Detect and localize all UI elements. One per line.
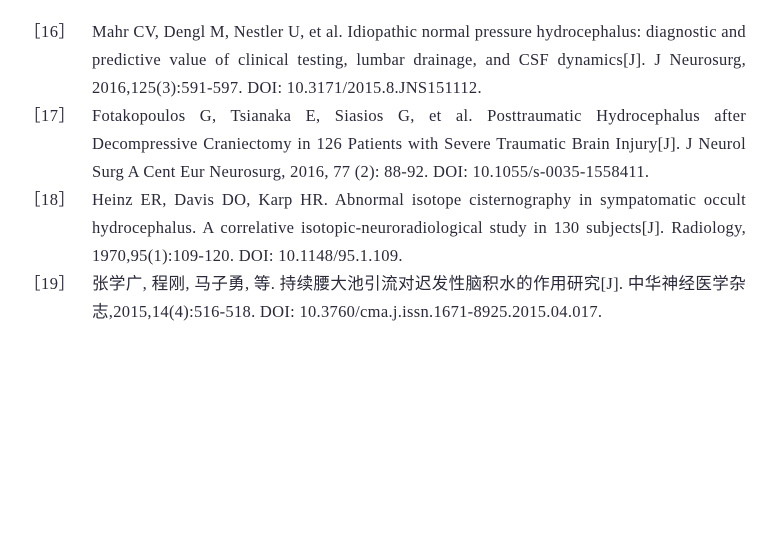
reference-item: ［18］ Heinz ER, Davis DO, Karp HR. Abnorm… [24, 186, 746, 270]
reference-number: ［16］ [24, 18, 92, 102]
reference-number: ［17］ [24, 102, 92, 186]
reference-list: ［16］ Mahr CV, Dengl M, Nestler U, et al.… [24, 18, 746, 327]
reference-item: ［16］ Mahr CV, Dengl M, Nestler U, et al.… [24, 18, 746, 102]
reference-item: ［19］ 张学广, 程刚, 马子勇, 等. 持续腰大池引流对迟发性脑积水的作用研… [24, 270, 746, 326]
reference-text: 张学广, 程刚, 马子勇, 等. 持续腰大池引流对迟发性脑积水的作用研究[J].… [92, 270, 746, 326]
reference-text: Mahr CV, Dengl M, Nestler U, et al. Idio… [92, 18, 746, 102]
reference-item: ［17］ Fotakopoulos G, Tsianaka E, Siasios… [24, 102, 746, 186]
reference-number: ［18］ [24, 186, 92, 270]
reference-text: Heinz ER, Davis DO, Karp HR. Abnormal is… [92, 186, 746, 270]
reference-number: ［19］ [24, 270, 92, 326]
reference-text: Fotakopoulos G, Tsianaka E, Siasios G, e… [92, 102, 746, 186]
